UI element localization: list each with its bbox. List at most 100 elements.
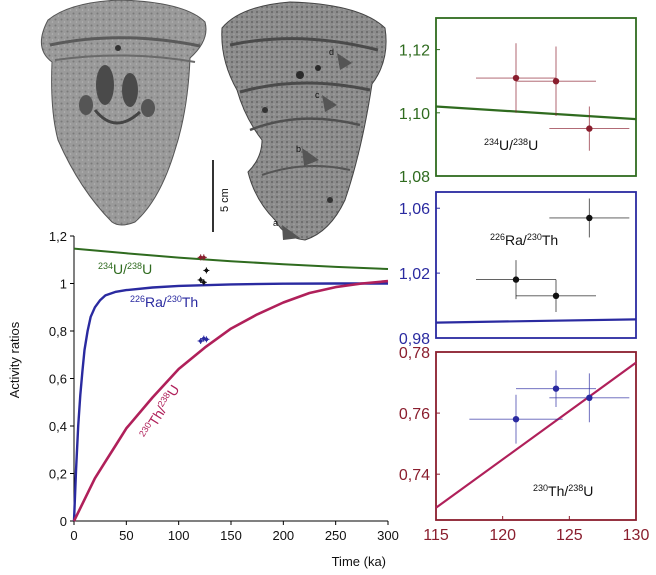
main-data-point bbox=[201, 280, 206, 285]
inset-u234-y-tick-label: 1,12 bbox=[399, 43, 430, 60]
main-x-tick-label: 150 bbox=[220, 528, 242, 543]
marker-label-a: a bbox=[273, 218, 278, 228]
coral-photo-left bbox=[41, 0, 207, 226]
main-data-point bbox=[204, 268, 209, 273]
inset-ra226-data-point bbox=[512, 276, 520, 283]
series-label-u234: 234U/238U bbox=[98, 261, 152, 277]
main-chart: Activity ratios Time (ka) 234U/238U 226R… bbox=[7, 229, 399, 569]
inset-ra226-y-tick-label: 0,98 bbox=[399, 331, 430, 348]
coral-photo-right: d c b a bbox=[221, 1, 387, 241]
arrow-marker-a bbox=[282, 225, 300, 240]
inset-th230-label-text: 230Th/238U bbox=[533, 483, 593, 499]
main-x-tick-label: 200 bbox=[272, 528, 294, 543]
inset-ra226-data-point bbox=[586, 214, 593, 222]
main-x-tick-label: 100 bbox=[168, 528, 190, 543]
inset-th230-x-tick-label: 125 bbox=[556, 527, 583, 544]
inset-th230-y-tick-label: 0,76 bbox=[399, 406, 430, 423]
main-y-tick-label: 1 bbox=[60, 277, 67, 292]
main-y-axis-label: Activity ratios bbox=[7, 321, 22, 398]
main-y-tick-label: 0,2 bbox=[49, 467, 67, 482]
main-y-tick-label: 0,4 bbox=[49, 419, 67, 434]
series-label-u234-iso2: 238 bbox=[127, 261, 142, 271]
inset-ra226-label-iso1: 226 bbox=[490, 232, 505, 242]
main-data-point bbox=[204, 337, 209, 342]
inset-u234-data-point bbox=[512, 74, 520, 82]
inset-th230-y-tick-label: 0,78 bbox=[399, 345, 430, 362]
series-label-ra226-el1: Ra/ bbox=[145, 294, 167, 310]
inset-u234-label-el2: U bbox=[528, 137, 538, 153]
inset-u234-data-point bbox=[586, 125, 593, 132]
marker-label-b: b bbox=[296, 144, 301, 154]
inset-u234-label: 234U/238U bbox=[484, 137, 538, 153]
inset-ra226-label-el2: Th bbox=[542, 232, 558, 248]
main-x-tick-label: 50 bbox=[119, 528, 133, 543]
arrow-marker-c bbox=[322, 95, 337, 112]
inset-chart-ra226: 226Ra/230Th 0,98 1,02 1,06 bbox=[399, 191, 637, 348]
inset-th230-data-point bbox=[512, 416, 520, 423]
inset-th230-data-point bbox=[552, 385, 560, 392]
inset-th230-model-line bbox=[435, 361, 637, 509]
inset-ra226-label-text: 226Ra/230Th bbox=[490, 232, 558, 248]
marker-label-d: d bbox=[329, 47, 334, 57]
main-data-point bbox=[201, 255, 206, 260]
inset-th230-x-tick-label: 120 bbox=[489, 527, 516, 544]
inset-u234-label-iso2: 238 bbox=[513, 137, 528, 147]
inset-u234-model-line bbox=[435, 105, 637, 121]
inset-u234-label-el1: U/ bbox=[499, 137, 513, 153]
inset-ra226-model-line bbox=[435, 318, 637, 324]
main-x-tick-label: 250 bbox=[325, 528, 347, 543]
inset-ra226-frame bbox=[435, 191, 637, 339]
series-label-u234-text: 234U/238U bbox=[98, 261, 152, 277]
inset-ra226-label: 226Ra/230Th bbox=[490, 232, 558, 248]
marker-label-c: c bbox=[315, 90, 320, 100]
inset-ra226-label-el1: Ra/ bbox=[505, 232, 527, 248]
inset-th230-x-tick-label: 115 bbox=[423, 527, 449, 544]
inset-u234-label-iso1: 234 bbox=[484, 137, 499, 147]
main-x-tick-label: 0 bbox=[70, 528, 77, 543]
main-y-tick-label: 1,2 bbox=[49, 229, 67, 244]
inset-u234-frame bbox=[435, 17, 637, 177]
inset-th230-y-tick-label: 0,74 bbox=[399, 467, 430, 484]
series-label-u234-iso1: 234 bbox=[98, 261, 113, 271]
scale-bar-label: 5 cm bbox=[219, 188, 231, 212]
scale-bar: 5 cm bbox=[212, 160, 231, 232]
inset-th230-data-point bbox=[586, 394, 593, 402]
series-line-th230 bbox=[72, 279, 389, 522]
series-label-u234-el2: U bbox=[142, 261, 152, 277]
series-label-ra226-iso1: 226 bbox=[130, 294, 145, 304]
main-data-point bbox=[198, 278, 203, 282]
series-label-ra226-el2: Th bbox=[182, 294, 198, 310]
main-data-point bbox=[198, 255, 203, 260]
inset-th230-x-tick-label: 130 bbox=[623, 527, 650, 544]
arrow-marker-b bbox=[302, 148, 319, 166]
inset-u234-y-tick-label: 1,08 bbox=[399, 169, 430, 186]
series-label-u234-el1: U/ bbox=[113, 261, 127, 277]
inset-th230-label-el1: Th/ bbox=[548, 483, 568, 499]
inset-ra226-y-tick-label: 1,06 bbox=[399, 201, 430, 218]
inset-ra226-y-tick-label: 1,02 bbox=[399, 266, 430, 283]
inset-u234-data-point bbox=[552, 78, 560, 85]
inset-th230-label-iso1: 230 bbox=[533, 483, 548, 493]
main-x-axis-label: Time (ka) bbox=[332, 554, 386, 569]
main-x-tick-label: 300 bbox=[377, 528, 399, 543]
arrow-marker-d bbox=[337, 53, 352, 70]
inset-ra226-label-iso2: 230 bbox=[527, 232, 542, 242]
inset-th230-label-iso2: 238 bbox=[568, 483, 583, 493]
series-line-u234 bbox=[73, 247, 389, 270]
series-label-ra226-iso2: 230 bbox=[167, 294, 182, 304]
inset-th230-frame bbox=[435, 351, 637, 521]
series-line-ra226 bbox=[72, 282, 388, 522]
inset-chart-u234: 234U/238U 1,08 1,10 1,12 bbox=[399, 17, 637, 186]
main-y-tick-label: 0,8 bbox=[49, 324, 67, 339]
inset-chart-th230: 230Th/238U 0,74 0,76 0,78 115 120 125 130 bbox=[399, 345, 650, 544]
inset-th230-label-el2: U bbox=[583, 483, 593, 499]
main-data-point bbox=[198, 339, 203, 343]
inset-u234-label-text: 234U/238U bbox=[484, 137, 538, 153]
main-y-tick-label: 0,6 bbox=[49, 372, 67, 387]
inset-u234-y-tick-label: 1,10 bbox=[399, 106, 430, 123]
series-label-ra226: 226Ra/230Th bbox=[130, 294, 198, 310]
main-y-tick-label: 0 bbox=[60, 514, 67, 529]
inset-ra226-data-point bbox=[552, 292, 560, 300]
series-label-ra226-text: 226Ra/230Th bbox=[130, 294, 198, 310]
